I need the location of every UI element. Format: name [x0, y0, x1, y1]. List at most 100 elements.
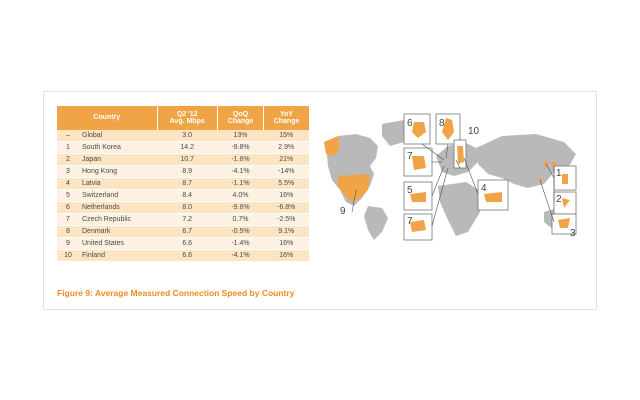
callout-8-box [435, 113, 461, 145]
callout-4-box [477, 179, 509, 211]
callout-3-box [551, 213, 577, 235]
callout-10-box [453, 139, 467, 169]
avg-mbps-cell: 7.2 [157, 213, 218, 226]
alaska-highlight [324, 136, 340, 156]
qoq-cell: -4.1% [217, 249, 264, 262]
callout-5-box [403, 181, 433, 211]
avg-mbps-cell: 8.7 [157, 177, 218, 190]
table-row: 9 United States 6.6 -1.4% 16% [57, 237, 309, 250]
table-row: 3 Hong Kong 8.9 -4.1% -14% [57, 165, 309, 178]
avg-mbps-cell: 8.9 [157, 165, 218, 178]
yoy-cell: -6.8% [263, 201, 309, 214]
avg-mbps-cell: 6.6 [157, 249, 218, 262]
qoq-cell: 0.7% [217, 213, 264, 226]
avg-mbps-cell: 14.2 [157, 141, 218, 154]
rank-cell: – [57, 130, 79, 142]
header-yoy: YoY Change [263, 106, 309, 130]
callout-number-10: 10 [468, 126, 480, 137]
qoq-cell: -1.1% [217, 177, 264, 190]
country-cell: Switzerland [79, 189, 157, 202]
country-cell: Finland [79, 249, 157, 262]
callout-2-box [553, 191, 577, 215]
callout-number-3: 3 [570, 228, 576, 239]
yoy-cell: -14% [263, 165, 309, 178]
yoy-cell: 16% [263, 189, 309, 202]
qoq-cell: 4.0% [217, 189, 264, 202]
avg-mbps-cell: 10.7 [157, 153, 218, 166]
world-map: 6 8 10 7 5 7 4 1 2 3 9 [324, 113, 577, 241]
country-cell: Global [79, 130, 157, 142]
rank-cell: 5 [57, 189, 79, 202]
yoy-cell: -2.5% [263, 213, 309, 226]
country-cell: Hong Kong [79, 165, 157, 178]
table-row: 4 Latvia 8.7 -1.1% 5.5% [57, 177, 309, 190]
header-country: Country [57, 106, 158, 130]
japan-highlight [551, 161, 557, 167]
yoy-cell: 5.5% [263, 177, 309, 190]
qoq-cell: -0.5% [217, 225, 264, 238]
callout-number-2: 2 [556, 194, 562, 205]
country-cell: Japan [79, 153, 157, 166]
rank-cell: 3 [57, 165, 79, 178]
usa-highlight [338, 174, 370, 202]
callout-6-box [403, 113, 431, 145]
rank-cell: 6 [57, 201, 79, 214]
africa-land [438, 182, 482, 236]
table-row: 8 Denmark 6.7 -0.5% 9.1% [57, 225, 309, 238]
table-row: 6 Netherlands 8.0 -9.6% -6.8% [57, 201, 309, 214]
rank-cell: 7 [57, 213, 79, 226]
country-cell: Netherlands [79, 201, 157, 214]
avg-mbps-cell: 6.6 [157, 237, 218, 250]
yoy-cell: 16% [263, 249, 309, 262]
avg-mbps-cell: 8.4 [157, 189, 218, 202]
qoq-cell: -9.8% [217, 141, 264, 154]
asia-land [476, 134, 576, 188]
table-row: 10 Finland 6.6 -4.1% 16% [57, 249, 309, 262]
yoy-cell: 16% [263, 237, 309, 250]
rank-cell: 9 [57, 237, 79, 250]
avg-mbps-cell: 8.0 [157, 201, 218, 214]
table-row: 5 Switzerland 8.4 4.0% 16% [57, 189, 309, 202]
qoq-cell: -1.4% [217, 237, 264, 250]
callout-number-7-bottom: 7 [407, 216, 413, 227]
callout-number-8: 8 [439, 118, 445, 129]
rank-cell: 10 [57, 249, 79, 262]
rank-cell: 4 [57, 177, 79, 190]
avg-mbps-cell: 3.0 [157, 130, 218, 142]
country-cell: United States [79, 237, 157, 250]
callout-number-9: 9 [340, 206, 346, 217]
callout-number-5: 5 [407, 185, 413, 196]
country-cell: Czech Republic [79, 213, 157, 226]
callout-number-7-top: 7 [407, 151, 413, 162]
speed-table: Country Q2 '12 Avg. Mbps QoQ Change YoY … [57, 106, 309, 262]
country-cell: Denmark [79, 225, 157, 238]
rank-cell: 8 [57, 225, 79, 238]
table-header-row: Country Q2 '12 Avg. Mbps QoQ Change YoY … [57, 106, 309, 130]
rank-cell: 1 [57, 141, 79, 154]
rank-cell: 2 [57, 153, 79, 166]
table-row: 2 Japan 10.7 -1.6% 21% [57, 153, 309, 166]
figure-caption: Figure 9: Average Measured Connection Sp… [57, 288, 295, 298]
leader-lines [351, 143, 555, 227]
header-avg-mbps: Q2 '12 Avg. Mbps [157, 106, 218, 130]
avg-mbps-cell: 6.7 [157, 225, 218, 238]
yoy-cell: 9.1% [263, 225, 309, 238]
table-row: – Global 3.0 13% 15% [57, 130, 309, 142]
country-cell: South Korea [79, 141, 157, 154]
header-qoq: QoQ Change [217, 106, 265, 130]
south-america-land [364, 206, 388, 240]
qoq-cell: -4.1% [217, 165, 264, 178]
table-row: 7 Czech Republic 7.2 0.7% -2.5% [57, 213, 309, 226]
country-cell: Latvia [79, 177, 157, 190]
qoq-cell: -9.6% [217, 201, 264, 214]
qoq-cell: 13% [217, 130, 264, 142]
yoy-cell: 15% [263, 130, 309, 142]
callout-number-6: 6 [407, 118, 413, 129]
callout-7-bottom-box [403, 213, 433, 241]
yoy-cell: 21% [263, 153, 309, 166]
yoy-cell: 2.9% [263, 141, 309, 154]
table-row: 1 South Korea 14.2 -9.8% 2.9% [57, 141, 309, 154]
qoq-cell: -1.6% [217, 153, 264, 166]
callout-number-4: 4 [481, 183, 487, 194]
callout-number-1: 1 [556, 168, 562, 179]
